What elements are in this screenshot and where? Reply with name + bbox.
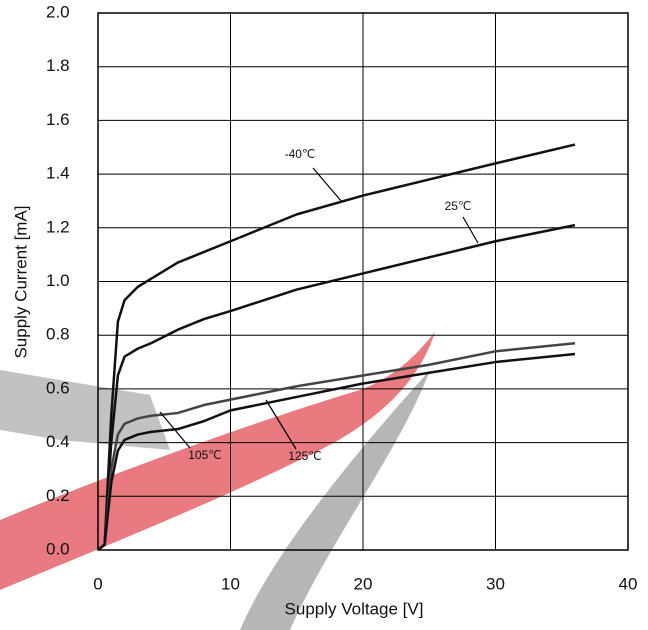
- x-tick-label: 40: [619, 574, 638, 593]
- watermark-red: [0, 332, 435, 590]
- x-tick-label: 10: [221, 574, 240, 593]
- y-tick-label: 1.6: [46, 110, 70, 129]
- y-tick-label: 1.4: [46, 164, 70, 183]
- watermark-gray: [240, 370, 430, 630]
- series-label: 25℃: [445, 199, 472, 213]
- x-axis-label: Supply Voltage [V]: [285, 599, 424, 618]
- y-tick-label: 0.6: [46, 378, 70, 397]
- series-label: 125℃: [288, 449, 322, 463]
- curve: [97, 352, 576, 551]
- y-tick-label: 1.8: [46, 56, 70, 75]
- y-tick-label: 0.0: [46, 539, 70, 558]
- y-axis-label: Supply Current [mA]: [11, 205, 30, 358]
- x-tick-label: 20: [354, 574, 373, 593]
- plot-frame: [97, 12, 629, 551]
- y-tick-label: 0.8: [46, 325, 70, 344]
- curve: [97, 143, 576, 551]
- watermark-gray: [0, 370, 170, 450]
- y-tick-label: 1.2: [46, 217, 70, 236]
- series-label: 105℃: [188, 448, 222, 462]
- y-tick-label: 0.2: [46, 486, 70, 505]
- y-tick-label: 1.0: [46, 271, 70, 290]
- leader-line: [462, 216, 479, 244]
- x-tick-label: 30: [486, 574, 505, 593]
- y-tick-label: 2.0: [46, 2, 70, 21]
- watermark: [0, 332, 435, 630]
- series-label: -40℃: [285, 147, 316, 161]
- y-tick-label: 0.4: [46, 432, 70, 451]
- leader-line: [159, 411, 191, 449]
- curve: [97, 223, 576, 551]
- leader-line: [265, 399, 297, 450]
- leader-line: [312, 167, 343, 203]
- x-tick-label: 0: [93, 574, 102, 593]
- curve: [97, 342, 576, 551]
